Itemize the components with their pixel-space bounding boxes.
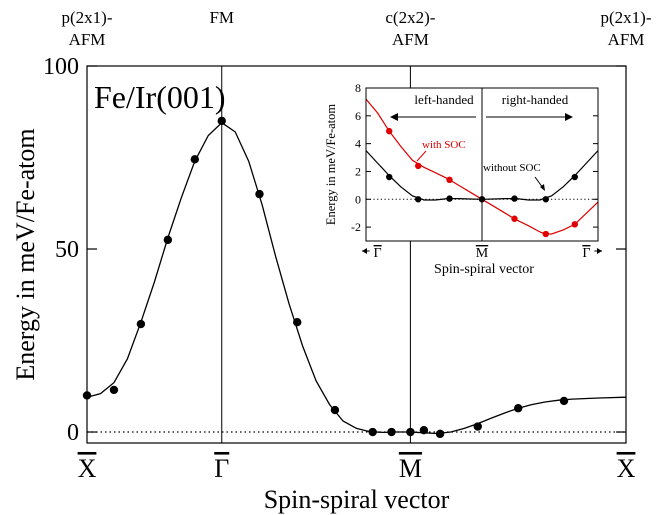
data-point-0-14 (473, 422, 482, 431)
data-point-0-8 (330, 405, 340, 415)
inset-series-label-0: with SOC (422, 139, 466, 151)
x-axis-label: Spin-spiral vector (264, 485, 450, 514)
data-point-0-2 (136, 319, 146, 329)
data-point-0-0 (82, 391, 92, 400)
y-tick-label-0: 0 (67, 420, 79, 446)
inset-series-pointer-0 (416, 150, 427, 162)
inset-x-axis-label: Spin-spiral vector (434, 262, 534, 277)
inset-right-handed-arrowhead (565, 113, 573, 121)
data-point-0-11 (406, 427, 415, 437)
inset-y-tick-label-5: -2 (351, 220, 361, 234)
inset-data-point-0-4 (511, 215, 518, 222)
data-point-0-6 (255, 189, 264, 199)
data-point-0-5 (217, 116, 226, 126)
top-label-3-line2: AFM (608, 30, 645, 49)
y-tick-label-2: 100 (43, 54, 79, 80)
inset-series-line-0 (365, 98, 599, 235)
inset-y-axis-label: Energy in meV/Fe-atom (324, 104, 338, 226)
data-point-0-9 (368, 427, 377, 437)
data-point-0-10 (387, 427, 396, 437)
top-label-3: p(2x1)- (601, 8, 652, 27)
inset-left-edge-arrowhead (362, 248, 367, 254)
top-label-0-line2: AFM (69, 30, 106, 49)
x-tick-label-1: Γ (214, 454, 229, 483)
inset-x-tick-label-0: Γ (374, 246, 382, 261)
inset-region-left-label: left-handed (414, 92, 474, 107)
data-point-0-12 (419, 425, 429, 435)
inset-y-tick-label-2: 4 (355, 137, 361, 151)
y-axis-label: Energy in meV/Fe-atom (11, 128, 40, 380)
inset-frame (365, 87, 599, 242)
data-point-0-4 (190, 155, 199, 164)
data-point-0-1 (109, 385, 119, 395)
inset-data-point-1-6 (571, 173, 578, 181)
inset-chart: 8 6 4 2 0 -2 Γ M Γ Spin-spiral vector Energy in me… (324, 81, 602, 277)
data-point-0-7 (293, 318, 302, 327)
inset-data-point-0-1 (415, 162, 422, 170)
plot-frame (86, 65, 627, 444)
y-tick-label-1: 50 (55, 237, 79, 263)
inset-y-tick-label-1: 6 (355, 109, 361, 123)
inset-data-point-0-2 (446, 176, 453, 183)
inset-data-point-1-3 (478, 196, 486, 203)
inset-series-label-1: without SOC (483, 162, 541, 174)
inset-data-point-1-1 (415, 196, 422, 203)
inset-y-tick-label-0: 8 (355, 81, 361, 95)
inset-data-point-0-0 (386, 127, 393, 135)
top-label-2: c(2x2)- (385, 8, 435, 27)
data-point-0-15 (514, 404, 523, 413)
data-point-0-16 (559, 396, 569, 406)
inset-data-point-0-6 (571, 221, 578, 228)
x-tick-label-3: X (617, 454, 636, 483)
top-label-2-line2: AFM (392, 30, 429, 49)
inset-data-point-1-5 (542, 196, 549, 203)
inset-data-point-1-2 (446, 195, 453, 202)
top-label-0: p(2x1)- (62, 8, 113, 27)
inset-y-tick-label-3: 2 (355, 164, 361, 178)
x-tick-label-0: X (78, 454, 97, 483)
inset-region-right-label: right-handed (502, 92, 569, 107)
main-chart: 0 50 100 X Γ M Xp(2x1)- AFM FM c(2x2)- AFM p(2x1)- A… (11, 8, 652, 514)
chart-title: Fe/Ir(001) (94, 79, 226, 115)
inset-x-tick-label-1: M (476, 246, 489, 261)
inset-x-tick-label-2: Γ (582, 246, 590, 261)
inset-series-pointer-1-head (540, 184, 545, 191)
data-point-0-3 (163, 235, 173, 245)
inset-data-point-0-5 (542, 230, 549, 238)
series-line-0 (86, 121, 627, 435)
data-point-0-13 (435, 429, 445, 439)
inset-data-point-1-4 (511, 195, 518, 202)
inset-y-tick-label-4: 0 (355, 192, 361, 206)
x-tick-label-2: M (399, 454, 422, 483)
top-label-1: FM (209, 8, 234, 27)
inset-left-handed-arrowhead (390, 113, 398, 121)
inset-right-edge-arrowhead (597, 248, 602, 254)
inset-data-point-1-0 (386, 173, 393, 181)
